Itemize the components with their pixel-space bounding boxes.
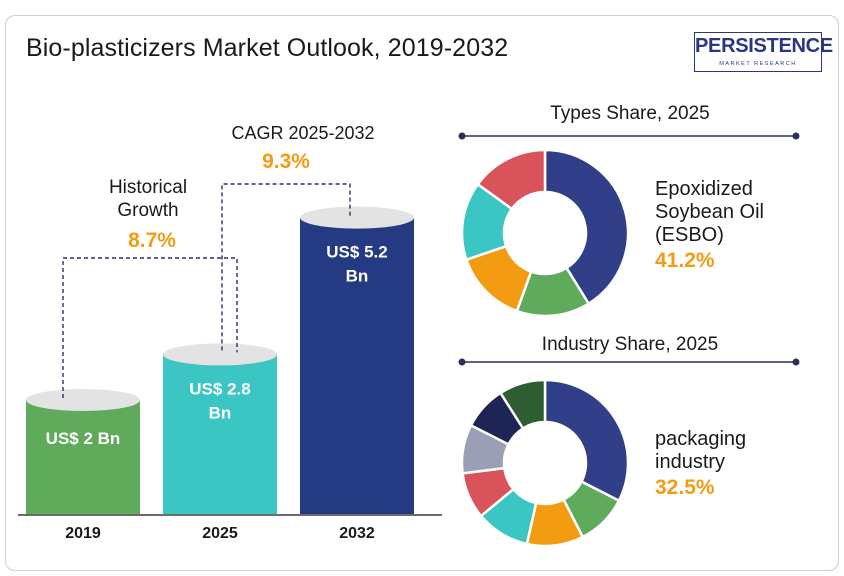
infographic-card: [5, 15, 839, 571]
cagr-label: CAGR 2025-2032: [231, 123, 374, 143]
bar-value-label: US$ 5.2 Bn: [326, 243, 387, 286]
page-title: Bio-plasticizers Market Outlook, 2019-20…: [26, 34, 509, 62]
cagr-value: 9.3%: [262, 150, 310, 173]
bar-cap: [163, 343, 277, 366]
types-share-highlight-label: (ESBO): [655, 224, 724, 246]
types-share-donut: [460, 148, 630, 318]
bar-2019: US$ 2 Bn 2019: [26, 389, 140, 542]
types-share-title: Types Share, 2025: [550, 103, 710, 124]
x-tick-label: 2019: [65, 525, 101, 542]
types-share-divider-dot: [792, 132, 800, 140]
bar-body: [300, 217, 414, 514]
bar-cap: [26, 389, 140, 411]
x-tick-label: 2032: [339, 525, 375, 542]
historical-growth-label: Historical: [109, 177, 187, 198]
industry-share-highlight-label: industry: [655, 451, 725, 473]
types-share-slice-1: [543, 148, 630, 306]
types-share-highlight-value: 41.2%: [655, 249, 715, 272]
industry-share-highlight-label: packaging: [655, 428, 746, 450]
bar-2025: US$ 2.8 Bn 2025: [163, 343, 277, 542]
logo-tagline: MARKET RESEARCH: [719, 61, 797, 67]
types-share-highlight-label: Epoxidized: [655, 178, 753, 200]
industry-share-divider-dot: [792, 358, 800, 366]
bar-body: [26, 400, 140, 514]
bar-value-label: US$ 2 Bn: [46, 429, 121, 448]
historical-growth-connector: [62, 257, 238, 398]
cagr-connector: [221, 183, 351, 351]
cagr-annotation: CAGR 2025-2032 9.3%: [231, 123, 374, 173]
industry-share-header: Industry Share, 2025: [458, 334, 800, 366]
industry-share-donut: [460, 378, 630, 548]
types-share-slice-5: [476, 148, 547, 211]
bar-body: [163, 354, 277, 514]
industry-share-title: Industry Share, 2025: [542, 334, 718, 355]
industry-share-highlight-value: 32.5%: [655, 476, 715, 499]
logo-wordmark: PERSISTENCE: [695, 35, 833, 57]
brand-logo: PERSISTENCE MARKET RESEARCH: [694, 32, 833, 72]
industry-share-divider-dot: [458, 358, 466, 366]
industry-share-slice-8: [498, 378, 547, 431]
bar-value-label: US$ 2.8 Bn: [189, 379, 250, 422]
historical-growth-value: 8.7%: [128, 229, 176, 252]
types-share-highlight-label: Soybean Oil: [655, 201, 764, 223]
bar-cap: [300, 206, 414, 229]
historical-growth-label: Growth: [117, 200, 178, 221]
types-share-divider-dot: [458, 132, 466, 140]
bar-2032: US$ 5.2 Bn 2032: [300, 206, 414, 542]
industry-share-slice-1: [543, 378, 630, 503]
x-tick-label: 2025: [202, 525, 238, 542]
types-share-header: Types Share, 2025: [458, 103, 800, 140]
